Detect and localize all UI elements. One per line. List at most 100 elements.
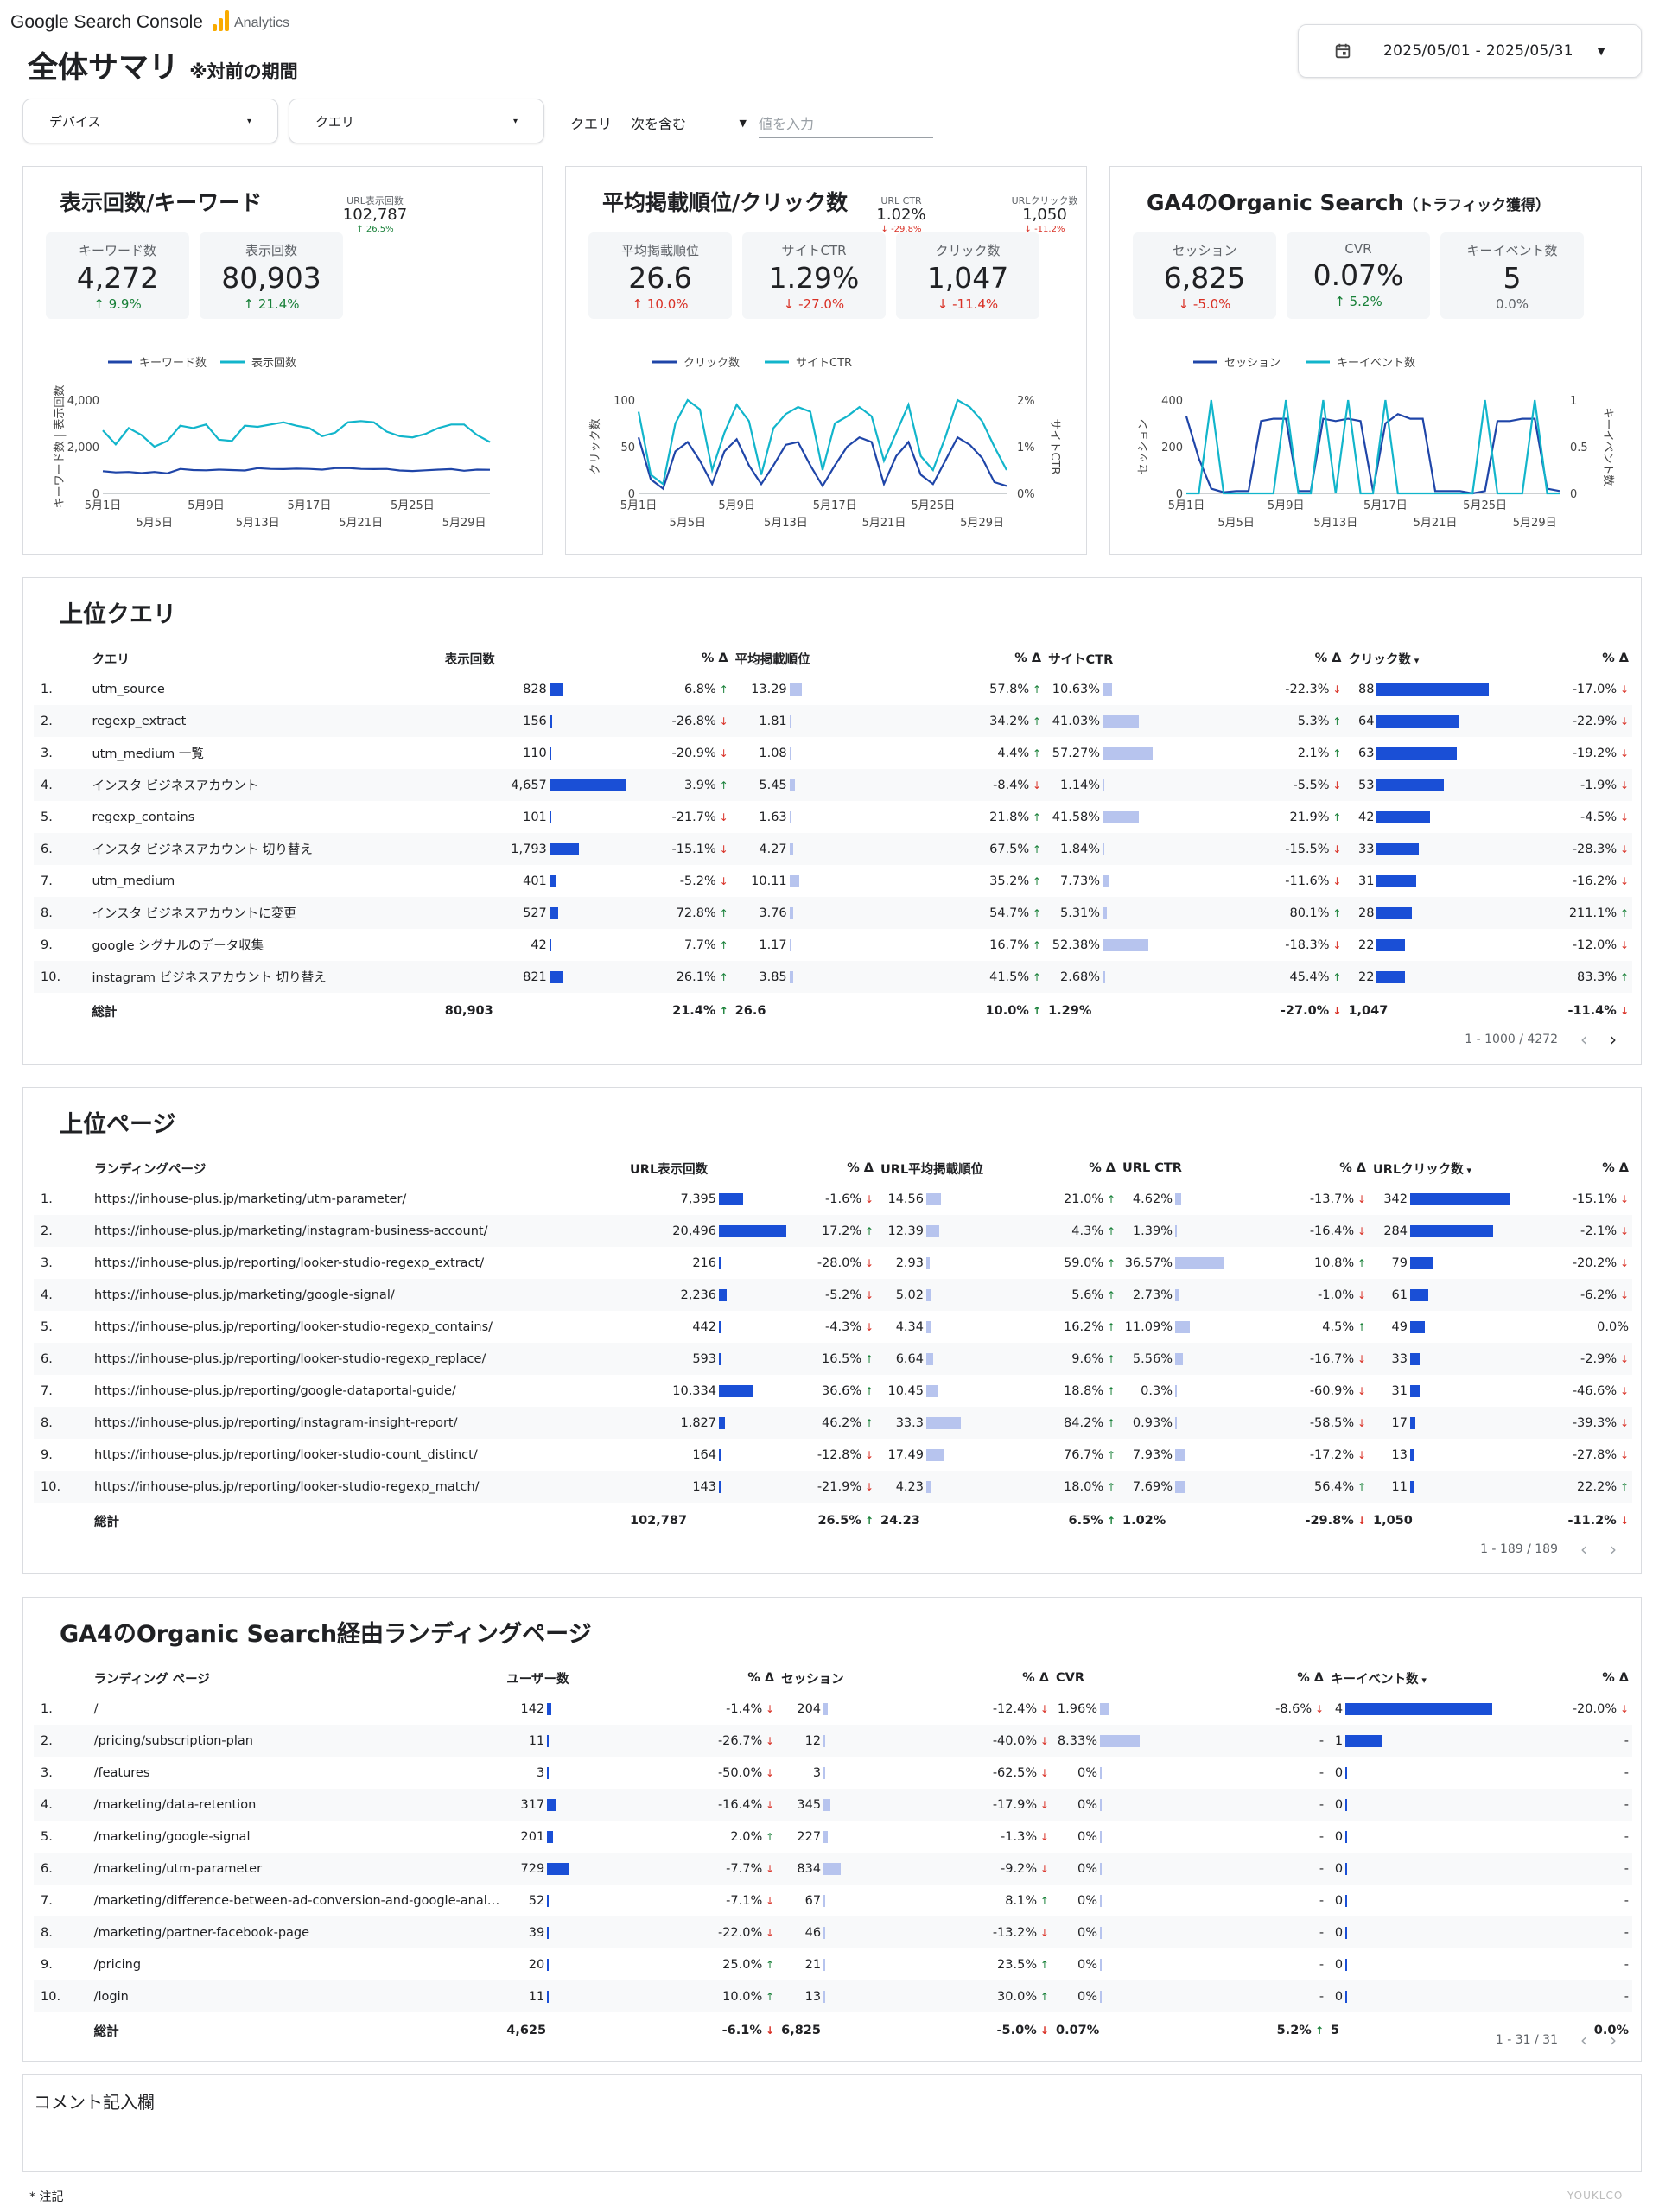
query-value-input[interactable]: 値を入力 [759,111,933,138]
column-header[interactable]: % Δ [1534,1663,1632,1693]
column-header[interactable]: URL表示回数 [626,1154,799,1183]
column-header[interactable]: クリック数 ▾ [1344,644,1539,673]
table-row[interactable]: 8./marketing/partner-facebook-page 39 -22.… [34,1916,1632,1948]
table-row[interactable]: 7. /marketing/difference-between-ad-conve… [34,1885,1632,1916]
table-row[interactable]: 4./marketing/data-retention 317 -16.4% ↓ 34… [34,1789,1632,1821]
metric-value: 22 [1357,969,1375,984]
table-row[interactable]: 6./marketing/utm-parameter 729 -7.7% ↓ 834 -… [34,1853,1632,1885]
column-header[interactable]: % Δ [632,644,732,673]
table-row[interactable]: 5. /marketing/google-signal 201 2.0% ↑ 227 -1… [34,1821,1632,1853]
column-header[interactable]: サイトCTR [1045,644,1244,673]
row-dimension: /login [90,1980,504,2012]
metric-cell: 17 [1370,1407,1560,1439]
table-row[interactable]: 10./login 11 10.0% ↑ 13 30.0% ↑ 0% -0- [34,1980,1632,2012]
table-row[interactable]: 6. https://inhouse-plus.jp/reporting/look… [34,1343,1632,1375]
row-index: 9. [41,1957,53,1972]
query-filter[interactable]: クエリ ▾ [289,99,544,143]
table-row[interactable]: 2. https://inhouse-plus.jp/marketing/inst… [34,1215,1632,1247]
metric-bar [1410,1288,1428,1301]
column-header[interactable]: % Δ [799,1154,877,1183]
prev-page-icon[interactable]: ‹ [1580,2030,1587,2050]
column-header[interactable]: % Δ [1540,644,1632,673]
table-row[interactable]: 1. https://inhouse-plus.jp/marketing/utm-… [34,1183,1632,1215]
column-header[interactable]: % Δ [929,644,1045,673]
table-row[interactable]: 3./features 3 -50.0% ↓ 3 -62.5% ↓ 0% -0- [34,1757,1632,1789]
delta-value: -17.9% [992,1797,1038,1812]
column-header[interactable]: % Δ [1292,1154,1370,1183]
column-header[interactable]: キーイベント数 ▾ [1327,1663,1534,1693]
row-dimension: utm_source [92,682,165,696]
next-page-icon[interactable]: › [1610,2030,1617,2050]
table-row[interactable]: 3. utm_medium 一覧 110 -20.9% ↓ 1.08 4.4% ↑ 57.2… [34,737,1632,769]
table-row[interactable]: 9. google シグナルのデータ収集 42 7.7% ↑ 1.17 16.7% ↑ 52… [34,929,1632,961]
column-header[interactable]: CVR [1052,1663,1207,1693]
x-tick-label: 5月21日 [862,517,906,530]
column-header[interactable]: URLクリック数 ▾ [1370,1154,1560,1183]
delta-value: - [1624,1989,1629,2004]
column-header[interactable]: ユーザー数 [503,1663,640,1693]
metric-bar [1410,1192,1510,1205]
prev-page-icon[interactable]: ‹ [1580,1539,1587,1560]
next-page-icon[interactable]: › [1610,1539,1617,1560]
column-header[interactable]: % Δ [640,1663,778,1693]
column-header[interactable]: ランディング ページ [91,1663,504,1693]
table-row[interactable]: 3. https://inhouse-plus.jp/reporting/look… [34,1247,1632,1279]
delta-cell: -15.1% ↓ [631,833,732,865]
table-row[interactable]: 6. インスタ ビジネスアカウント 切り替え 1,793 -15.1% ↓ 4.27 67… [34,833,1632,865]
table-row[interactable]: 2. regexp_extract 156 -26.8% ↓ 1.81 34.2% ↑ 41… [34,705,1632,737]
table-row[interactable]: 10. https://inhouse-plus.jp/reporting/loo… [34,1471,1632,1503]
column-header[interactable]: % Δ [915,1663,1052,1693]
column-header-label: URL表示回数 [630,1162,709,1177]
table-row[interactable]: 8. https://inhouse-plus.jp/reporting/inst… [34,1407,1632,1439]
table-row[interactable]: 8. インスタ ビジネスアカウントに変更 527 72.8% ↑ 3.76 54.7% ↑… [34,897,1632,929]
row-index: 4. [34,769,89,801]
metric-value: 10.11 [751,874,787,888]
column-header[interactable]: URL平均掲載順位 [877,1154,1041,1183]
table-row[interactable]: 2./pricing/subscription-plan 11 -26.7% ↓ 12… [34,1725,1632,1757]
pagination-range: 1 - 31 / 31 [1495,2033,1558,2047]
column-header[interactable]: 平均掲載順位 [732,644,929,673]
table-row[interactable]: 9. https://inhouse-plus.jp/reporting/look… [34,1439,1632,1471]
table-row[interactable]: 5. https://inhouse-plus.jp/reporting/look… [34,1311,1632,1343]
prev-page-icon[interactable]: ‹ [1580,1029,1587,1050]
table-row[interactable]: 7. utm_medium 401 -5.2% ↓ 10.11 35.2% ↑ 7.73% -… [34,865,1632,897]
column-header[interactable]: % Δ [1041,1154,1119,1183]
metric-bar [926,1416,961,1429]
delta-value: -12.8% [817,1447,862,1462]
column-header[interactable]: URL CTR [1119,1154,1292,1183]
table-row[interactable]: 1. / 142 -1.4% ↓ 204 -12.4% ↓ 1.96% -8.6% ↓ 4 -20… [34,1693,1632,1725]
table-row[interactable]: 9./pricing 20 25.0% ↑ 21 23.5% ↑ 0% -0- [34,1948,1632,1980]
row-dimension: https://inhouse-plus.jp/reporting/looker… [91,1471,626,1503]
table-row[interactable]: 5. regexp_contains 101 -21.7% ↓ 1.63 21.8% ↑ 4… [34,801,1632,833]
column-header[interactable]: セッション [778,1663,915,1693]
metric-bar [719,1448,721,1461]
next-page-icon[interactable]: › [1610,1029,1617,1050]
date-range-picker[interactable]: 2025/05/01 - 2025/05/31 ▼ [1298,24,1642,78]
column-header[interactable]: クエリ [88,644,441,673]
delta-cell: - [1207,1725,1328,1757]
query-mode-select[interactable]: 次を含む ▼ [631,110,747,136]
arrow-up-icon: ↑ [1037,1894,1049,1907]
column-header[interactable]: ランディングページ [91,1154,626,1183]
table-row[interactable]: 10. instagram ビジネスアカウント 切り替え 821 26.1% ↑ 3.8… [34,961,1632,993]
table-row[interactable]: 7. https://inhouse-plus.jp/reporting/goog… [34,1375,1632,1407]
table-row[interactable]: 1. utm_source 828 6.8% ↑ 13.29 57.8% ↑ 10.63% -… [34,673,1632,705]
device-filter[interactable]: デバイス ▾ [22,99,278,143]
kpi-value: 6,825 [1163,261,1246,295]
delta-value: -17.0% [1572,682,1618,696]
metric-bar [823,1798,831,1811]
column-header[interactable]: 表示回数 [442,644,632,673]
url-clicks-change: ↓ -11.2% [1024,224,1065,234]
pagination-range: 1 - 189 / 189 [1480,1542,1558,1556]
comment-box[interactable]: コメント記入欄 [22,2074,1642,2172]
kpi-change-text: -5.0% [1192,296,1231,312]
table-row[interactable]: 4. https://inhouse-plus.jp/marketing/goog… [34,1279,1632,1311]
column-header[interactable]: % Δ [1244,644,1345,673]
x-tick-label: 5月9日 [1268,499,1305,512]
column-header[interactable]: % Δ [1560,1154,1632,1183]
table-row[interactable]: 4. インスタ ビジネスアカウント 4,657 3.9% ↑ 5.45 -8.4% ↓ 1.… [34,769,1632,801]
delta-cell: 76.7% ↑ [1041,1439,1119,1471]
column-header-label: 表示回数 [444,652,495,667]
delta-cell: - [1534,1725,1632,1757]
column-header[interactable]: % Δ [1207,1663,1327,1693]
